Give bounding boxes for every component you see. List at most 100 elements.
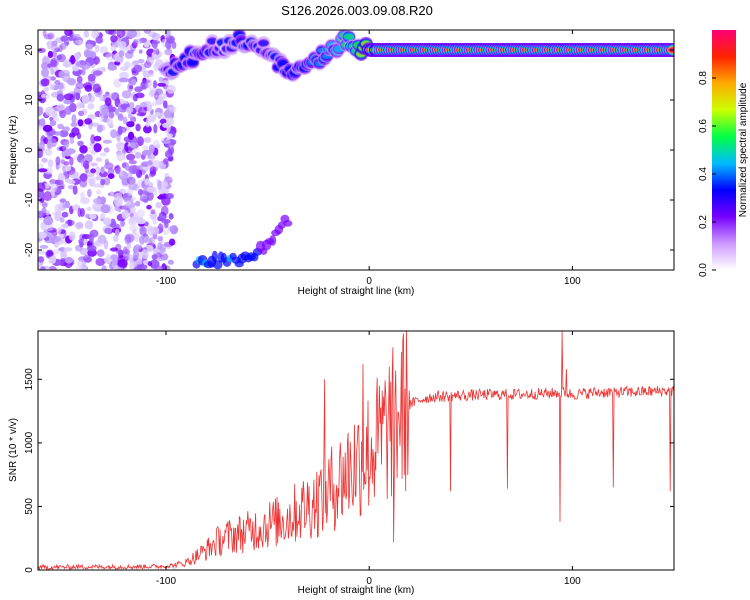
- heatmap-noise-cell: [72, 114, 77, 124]
- heatmap-noise-cell: [126, 154, 135, 161]
- heatmap-noise-cell: [139, 226, 146, 235]
- heatmap-noise-cell: [65, 106, 72, 115]
- heatmap-noise-cell: [130, 142, 136, 148]
- heatmap-noise-cell: [62, 203, 66, 208]
- heatmap-noise-cell: [87, 176, 96, 184]
- heatmap-noise-cell: [95, 45, 100, 53]
- heatmap-noise-cell: [38, 250, 46, 254]
- heatmap-noise-cell: [167, 85, 176, 94]
- heatmap-noise-cell: [36, 182, 45, 192]
- heatmap-noise-cell: [114, 197, 123, 207]
- heatmap-noise-cell: [67, 219, 72, 226]
- colorbar-tick-label: 0.8: [698, 71, 709, 85]
- heatmap-noise-cell: [147, 114, 156, 122]
- heatmap-noise-cell: [159, 93, 167, 99]
- heatmap-noise-cell: [122, 210, 130, 219]
- y-tick-label: -10: [24, 192, 35, 207]
- heatmap-lowband-cell: [269, 235, 276, 246]
- heatmap-ridge-cell: [259, 40, 269, 46]
- heatmap-noise-cell: [145, 73, 155, 77]
- heatmap-noise-cell: [129, 254, 133, 261]
- heatmap-noise-cell: [141, 249, 148, 259]
- heatmap-noise-cell: [107, 118, 113, 127]
- heatmap-noise-cell: [110, 92, 118, 100]
- heatmap-noise-cell: [157, 180, 162, 190]
- heatmap-noise-cell: [129, 160, 137, 164]
- heatmap-noise-cell: [144, 42, 150, 48]
- heatmap-noise-cell: [60, 198, 67, 203]
- heatmap-noise-cell: [49, 83, 54, 90]
- heatmap-lowband-cell: [283, 220, 292, 227]
- heatmap-noise-cell: [138, 189, 143, 196]
- heatmap-noise-cell: [119, 189, 126, 194]
- heatmap-noise-cell: [88, 145, 94, 154]
- heatmap-noise-cell: [151, 226, 159, 234]
- heatmap-noise-cell: [46, 250, 53, 256]
- heatmap-noise-cell: [130, 207, 136, 213]
- heatmap-noise-cell: [139, 49, 143, 53]
- heatmap-noise-cell: [42, 202, 48, 208]
- heatmap-noise-cell: [58, 175, 66, 180]
- heatmap-noise-cell: [65, 257, 73, 264]
- heatmap-noise-cell: [87, 189, 92, 197]
- heatmap-noise-cell: [49, 117, 53, 121]
- heatmap-noise-cell: [148, 261, 152, 266]
- y-tick-label: 10: [24, 94, 35, 106]
- heatmap-noise-cell: [94, 136, 102, 142]
- heatmap-noise-cell: [87, 207, 92, 212]
- heatmap-noise-cell: [144, 137, 151, 143]
- heatmap-noise-cell: [152, 33, 161, 40]
- heatmap-noise-cell: [143, 80, 151, 84]
- heatmap-noise-cell: [164, 265, 171, 272]
- heatmap-noise-cell: [146, 205, 152, 210]
- heatmap-noise-cell: [110, 35, 117, 42]
- heatmap-noise-cell: [133, 65, 142, 73]
- x-tick-label: -100: [156, 576, 176, 587]
- heatmap-noise-cell: [165, 193, 174, 199]
- heatmap-noise-cell: [127, 29, 137, 38]
- heatmap-noise-cell: [75, 53, 81, 59]
- heatmap-noise-cell: [161, 219, 171, 224]
- heatmap-noise-cell: [38, 192, 45, 199]
- heatmap-noise-cell: [144, 179, 149, 186]
- heatmap-noise-cell: [101, 204, 111, 213]
- heatmap-noise-cell: [155, 202, 161, 208]
- y-tick-label: 20: [24, 44, 35, 56]
- heatmap-noise-cell: [77, 141, 84, 147]
- heatmap-noise-cell: [157, 83, 166, 87]
- heatmap-noise-cell: [128, 165, 137, 174]
- heatmap-noise-cell: [163, 158, 168, 164]
- heatmap-noise-cell: [85, 85, 93, 92]
- heatmap-noise-cell: [51, 44, 59, 51]
- heatmap-noise-cell: [56, 104, 65, 111]
- heatmap-noise-cell: [165, 151, 172, 158]
- heatmap-noise-cell: [119, 78, 129, 83]
- heatmap-noise-cell: [90, 122, 99, 126]
- heatmap-noise-cell: [85, 44, 94, 50]
- spectrogram-xlabel: Height of straight line (km): [298, 286, 415, 297]
- heatmap-noise-cell: [56, 55, 62, 60]
- heatmap-noise-cell: [168, 226, 175, 232]
- heatmap-noise-cell: [118, 259, 128, 268]
- figure-title: S126.2026.003.09.08.R20: [281, 3, 433, 18]
- heatmap-noise-cell: [38, 168, 47, 172]
- heatmap-noise-cell: [57, 124, 64, 130]
- heatmap-noise-cell: [150, 237, 155, 246]
- heatmap-noise-cell: [90, 230, 99, 238]
- heatmap-noise-cell: [115, 229, 120, 237]
- heatmap-noise-cell: [135, 152, 141, 159]
- y-tick-label: 0: [24, 567, 35, 573]
- x-tick-label: 100: [564, 576, 581, 587]
- heatmap-noise-cell: [144, 28, 151, 34]
- heatmap-noise-cell: [134, 266, 142, 272]
- heatmap-noise-cell: [95, 36, 103, 44]
- heatmap-noise-cell: [169, 239, 175, 246]
- heatmap-noise-cell: [43, 125, 53, 132]
- heatmap-noise-cell: [108, 173, 115, 179]
- heatmap-noise-cell: [65, 152, 72, 156]
- heatmap-noise-cell: [41, 78, 50, 86]
- heatmap-noise-cell: [104, 228, 112, 234]
- heatmap-noise-cell: [79, 175, 84, 182]
- heatmap-noise-cell: [116, 152, 125, 161]
